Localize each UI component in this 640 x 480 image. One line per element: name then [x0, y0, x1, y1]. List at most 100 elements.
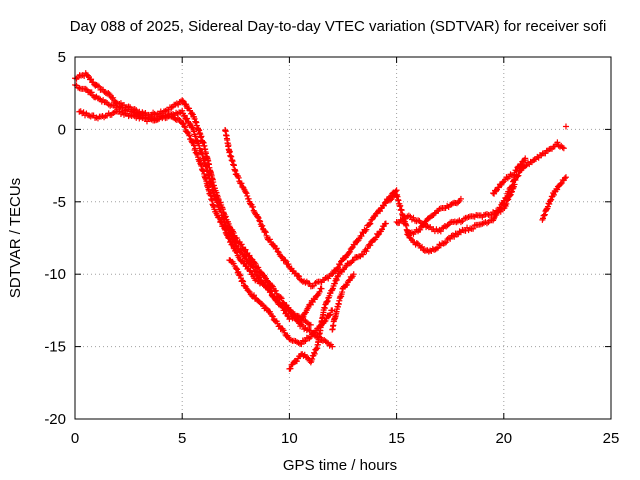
data-point [441, 240, 448, 247]
data-point [462, 227, 469, 234]
data-point [183, 101, 190, 108]
series-track-e [226, 257, 336, 348]
data-point [377, 208, 384, 215]
data-point [287, 365, 294, 372]
data-point [243, 190, 250, 197]
data-point [346, 248, 353, 255]
series-track-j [404, 195, 464, 238]
data-point [227, 237, 234, 244]
data-point [512, 177, 519, 184]
x-tick-label: 5 [178, 430, 186, 447]
data-point [270, 242, 277, 249]
data-point [327, 311, 334, 318]
x-tick-label: 0 [71, 430, 79, 447]
data-point [380, 202, 387, 209]
series-track-i [393, 181, 518, 235]
data-point [249, 203, 256, 210]
data-point [540, 215, 547, 222]
data-point [262, 229, 269, 236]
series-track-d [222, 127, 400, 290]
series-track-k [539, 174, 569, 223]
data-point [278, 253, 285, 260]
x-tick-label: 20 [495, 430, 512, 447]
data-point [266, 236, 273, 243]
data-point [241, 253, 248, 260]
plot-frame [74, 56, 612, 420]
data-point [436, 241, 443, 248]
data-point [548, 196, 555, 203]
data-point [179, 107, 186, 114]
data-point [334, 273, 341, 280]
data-point [366, 221, 373, 228]
data-point [444, 222, 451, 229]
data-point [333, 276, 340, 283]
data-point [273, 245, 280, 252]
data-point [541, 211, 548, 218]
data-point [217, 218, 224, 225]
data-point [282, 304, 289, 311]
data-point [232, 239, 239, 246]
data-point [309, 356, 316, 363]
data-point [216, 214, 223, 221]
data-point [417, 226, 424, 233]
data-point [495, 184, 502, 191]
data-point [470, 225, 477, 232]
data-point [187, 121, 194, 128]
data-point [260, 281, 267, 288]
series-track-h [382, 139, 567, 255]
data-point [184, 115, 191, 122]
data-point [304, 354, 311, 361]
x-tick-label: 25 [603, 430, 620, 447]
data-point [182, 124, 189, 131]
data-point [247, 267, 254, 274]
data-point [503, 200, 510, 207]
data-point [561, 175, 568, 182]
data-point [295, 313, 302, 320]
data-point [437, 228, 444, 235]
data-point [245, 288, 252, 295]
data-point [375, 231, 382, 238]
data-point [559, 144, 566, 151]
data-point [245, 195, 252, 202]
data-point [443, 239, 450, 246]
data-point [337, 261, 344, 268]
data-point [542, 150, 549, 157]
data-point [345, 249, 352, 256]
data-point [181, 123, 188, 130]
chart-title: Day 088 of 2025, Sidereal Day-to-day VTE… [70, 18, 607, 35]
data-point [268, 282, 275, 289]
grid [75, 57, 611, 419]
data-point [363, 248, 370, 255]
data-point [274, 248, 281, 255]
data-point [186, 132, 193, 139]
data-point [238, 180, 245, 187]
data-point [172, 116, 179, 123]
data-point [507, 192, 514, 199]
data-point [278, 295, 285, 302]
data-point [222, 226, 229, 233]
data-point [354, 254, 361, 261]
data-point [287, 307, 294, 314]
data-point [378, 226, 385, 233]
data-point [452, 230, 459, 237]
data-point [307, 321, 314, 328]
data-point [343, 281, 350, 288]
data-point [94, 82, 101, 89]
y-tick-label: 5 [58, 49, 66, 66]
data-point [238, 241, 245, 248]
series-track-g [329, 271, 357, 333]
data-point [257, 218, 264, 225]
data-point [284, 312, 291, 319]
y-tick-label: -15 [44, 339, 66, 356]
data-point [523, 162, 530, 169]
data-point [221, 225, 228, 232]
data-point [511, 171, 518, 178]
data-point [237, 242, 244, 249]
data-point [254, 213, 261, 220]
data-point [350, 257, 357, 264]
data-point [233, 265, 240, 272]
data-point [541, 212, 548, 219]
data-point [242, 246, 249, 253]
data-point [262, 228, 269, 235]
